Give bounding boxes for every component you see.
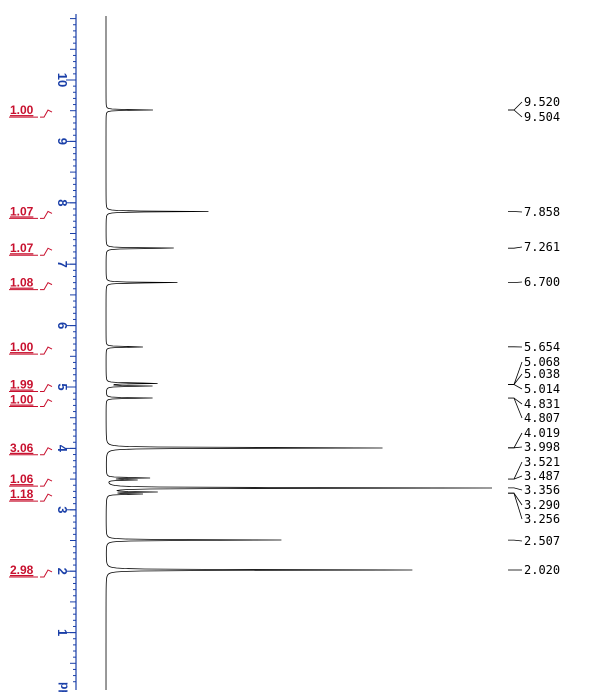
integral-bracket: [40, 346, 53, 355]
peak-shift-label: 3.487: [524, 469, 560, 483]
integral-value: 1.00: [10, 103, 34, 117]
axis-unit-label: ppm: [58, 682, 72, 692]
integral-bracket: [40, 210, 53, 219]
axis-tick-label: 9: [55, 138, 70, 145]
integral-value: 1.00: [10, 340, 34, 354]
peak-shift-label: 3.998: [524, 440, 560, 454]
integral-value: 2.98: [10, 563, 34, 577]
peak-shift-label: 5.068: [524, 355, 560, 369]
integral-value: 1.06: [10, 472, 34, 486]
integral-bracket: [40, 478, 53, 487]
peak-shift-label: 7.858: [524, 205, 560, 219]
peak-leader-line: [508, 373, 523, 385]
peak-leader-line: [508, 211, 523, 213]
axis-tick-label: 5: [55, 383, 70, 390]
axis-tick-label: 4: [55, 445, 70, 453]
peak-leader-line: [508, 432, 523, 449]
peak-shift-label: 4.019: [524, 426, 560, 440]
integral-value: 1.99: [10, 378, 34, 392]
integral-labels: 1.001.071.071.081.001.991.003.061.061.18…: [9, 103, 53, 578]
peak-shift-label: 3.256: [524, 512, 560, 526]
peak-leader-line: [508, 487, 523, 491]
peak-shift-label: 5.014: [524, 382, 560, 396]
peak-shift-label: 7.261: [524, 240, 560, 254]
integral-value: 1.07: [10, 204, 34, 218]
integral-value: 3.06: [10, 441, 34, 455]
integral-bracket: [40, 398, 53, 408]
axis-tick-label: 7: [55, 261, 70, 268]
peak-shift-label: 3.521: [524, 455, 560, 469]
axis-major-ticks: 10 9 8 7 6 5 4 3 2 1: [55, 73, 76, 636]
spectrum-trace: [105, 16, 493, 690]
peak-shift-label: 2.507: [524, 534, 560, 548]
integral-bracket: [40, 447, 53, 456]
peak-leader-line: [508, 246, 523, 249]
integral-value: 1.07: [10, 241, 34, 255]
peak-leader-line: [508, 397, 523, 419]
axis-tick-label: 1: [55, 629, 70, 636]
integral-bracket: [40, 247, 53, 256]
axis-tick-label: 3: [55, 506, 70, 513]
peak-shift-label: 3.290: [524, 498, 560, 512]
integral-value: 1.18: [10, 487, 34, 501]
peak-leader-line: [508, 281, 523, 283]
peak-shift-label: 9.520: [524, 95, 560, 109]
peak-shift-label: 2.020: [524, 563, 560, 577]
peak-shift-label: 4.807: [524, 411, 560, 425]
peak-shift-label: 3.356: [524, 483, 560, 497]
peak-shift-label: 9.504: [524, 110, 560, 124]
integral-bracket: [40, 281, 53, 291]
peak-leader-line: [508, 539, 523, 542]
peak-leader-line: [508, 361, 523, 385]
peak-shift-label: 5.654: [524, 340, 560, 354]
peak-leader-line: [508, 384, 523, 390]
integral-bracket: [40, 109, 53, 118]
peak-shift-label: 4.831: [524, 397, 560, 411]
integral-bracket: [40, 493, 53, 502]
peak-shift-label: 6.700: [524, 275, 560, 289]
peak-leader-line: [508, 109, 523, 118]
integral-bracket: [40, 383, 53, 393]
peak-leader-line: [508, 101, 523, 111]
integral-value: 1.08: [10, 276, 34, 290]
axis-tick-label: 8: [55, 199, 70, 206]
axis-tick-label: 10: [55, 73, 70, 87]
integral-value: 1.00: [10, 393, 34, 407]
integral-bracket: [40, 569, 53, 578]
axis-tick-label: 6: [55, 322, 70, 329]
axis-tick-label: 2: [55, 568, 70, 575]
peak-leader-line: [508, 446, 523, 449]
peak-shift-label: 5.038: [524, 367, 560, 381]
axis-minor-ticks: [70, 18, 76, 683]
peak-leader-line: [508, 492, 523, 506]
peak-leader-line: [508, 492, 523, 520]
peak-leader-line: [508, 475, 523, 480]
